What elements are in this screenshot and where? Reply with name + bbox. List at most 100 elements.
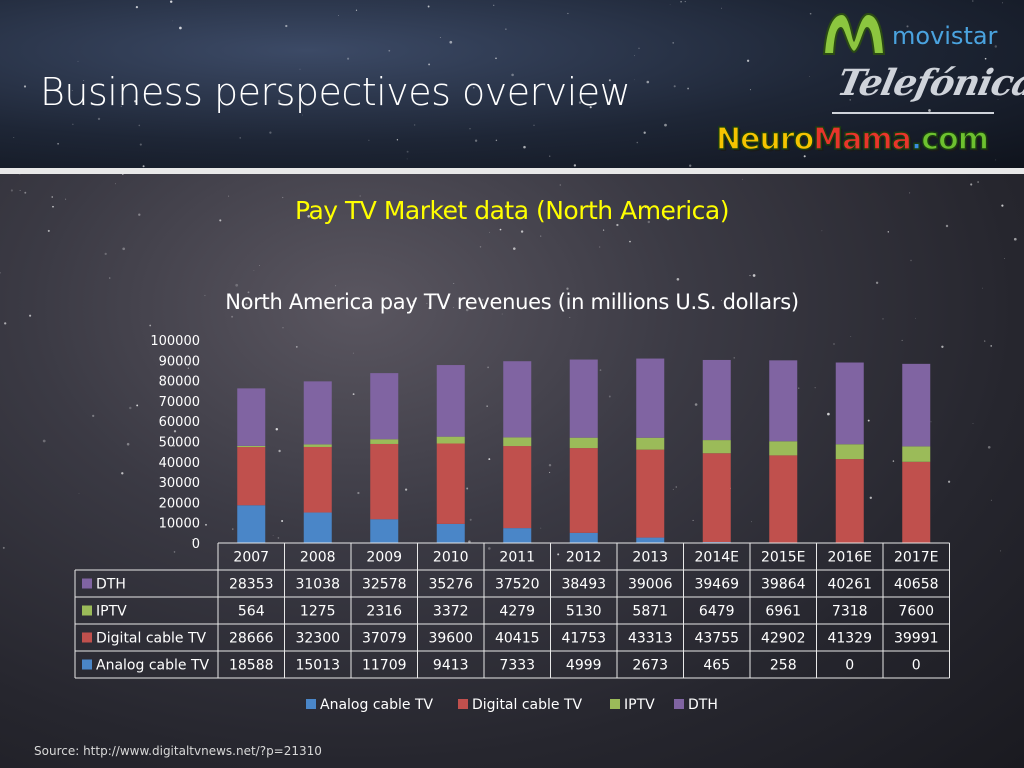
- table-cell-value: 5130: [566, 604, 602, 620]
- table-cell-value: 4279: [499, 604, 535, 620]
- table-row-label: DTH: [96, 577, 126, 593]
- bar-segment: [569, 448, 598, 533]
- x-category-label: 2007: [233, 550, 269, 566]
- table-cell-value: 7600: [898, 604, 934, 620]
- neuromama-letter: a: [891, 121, 913, 158]
- bar-segment: [370, 519, 399, 543]
- bar-segment: [237, 445, 266, 448]
- table-cell-value: 31038: [295, 577, 340, 593]
- table-cell-value: 39864: [761, 577, 806, 593]
- table-legend-key: [82, 632, 92, 643]
- x-category-label: 2015E: [761, 550, 805, 566]
- y-tick-label: 20000: [159, 496, 200, 511]
- neuromama-letter: m: [957, 121, 990, 158]
- bar-segment: [370, 443, 399, 520]
- legend-swatch: [306, 699, 316, 709]
- bar-segment: [835, 362, 864, 445]
- table-legend-key: [82, 578, 92, 589]
- bar-segment: [303, 381, 332, 445]
- table-row-label: Analog cable TV: [96, 658, 209, 674]
- neuromama-letter: c: [921, 121, 940, 158]
- x-category-label: 2016E: [828, 550, 872, 566]
- table-cell-value: 9413: [433, 658, 469, 674]
- legend-label: DTH: [688, 697, 718, 713]
- table-cell-value: 39600: [428, 631, 473, 647]
- bar-segment: [702, 359, 731, 441]
- neuromama-letter: m: [861, 121, 894, 158]
- table-cell-value: 39991: [894, 631, 939, 647]
- table-cell-value: 40261: [827, 577, 872, 593]
- x-category-label: 2011: [499, 550, 535, 566]
- header-divider: [0, 168, 1024, 174]
- legend-swatch: [610, 699, 620, 709]
- y-tick-label: 80000: [159, 375, 200, 390]
- bar-segment: [503, 528, 532, 543]
- bar-segment: [436, 523, 465, 543]
- y-tick-label: 70000: [159, 395, 200, 410]
- header-band: [0, 0, 1024, 168]
- bar-segment: [436, 365, 465, 437]
- bar-segment: [503, 437, 532, 447]
- legend-label: IPTV: [624, 697, 655, 713]
- y-tick-label: 30000: [159, 476, 200, 491]
- y-tick-label: 10000: [159, 517, 200, 532]
- neuromama-letter: .: [910, 121, 923, 158]
- bar-segment: [636, 358, 665, 438]
- table-cell-value: 32300: [295, 631, 340, 647]
- bar-segment: [503, 361, 532, 438]
- table-cell-value: 465: [703, 658, 730, 674]
- table-cell-value: 5871: [632, 604, 668, 620]
- table-cell-value: 42902: [761, 631, 806, 647]
- table-row-label: Digital cable TV: [96, 631, 207, 647]
- table-cell-value: 35276: [428, 577, 473, 593]
- bar-segment: [636, 449, 665, 538]
- table-cell-value: 43313: [628, 631, 673, 647]
- bar-segment: [636, 537, 665, 543]
- bar-segment: [237, 447, 266, 506]
- table-cell-value: 40415: [495, 631, 540, 647]
- table-cell-value: 43755: [694, 631, 739, 647]
- neuromama-letter: o: [793, 121, 815, 158]
- source-note: Source: http://www.digitaltvnews.net/?p=…: [34, 744, 322, 758]
- legend-swatch: [458, 699, 468, 709]
- legend-swatch: [674, 699, 684, 709]
- bar-segment: [636, 437, 665, 450]
- bar-segment: [436, 436, 465, 444]
- neuromama-letter: u: [759, 121, 782, 158]
- x-category-label: 2008: [300, 550, 336, 566]
- bar-segment: [902, 461, 931, 543]
- x-category-label: 2013: [632, 550, 668, 566]
- y-tick-label: 40000: [159, 456, 200, 471]
- legend-label: Analog cable TV: [320, 697, 433, 713]
- movistar-wordmark: movistar: [892, 22, 998, 50]
- x-category-label: 2012: [566, 550, 602, 566]
- slide-subtitle: Pay TV Market data (North America): [295, 196, 729, 225]
- x-category-label: 2010: [433, 550, 469, 566]
- table-legend-key: [82, 605, 92, 616]
- bar-segment: [769, 360, 798, 442]
- neuromama-letter: N: [715, 121, 742, 158]
- x-category-label: 2014E: [695, 550, 739, 566]
- bar-segment: [769, 441, 798, 456]
- table-cell-value: 7333: [499, 658, 535, 674]
- neuromama-letter: r: [779, 121, 795, 158]
- table-cell-value: 11709: [362, 658, 407, 674]
- table-cell-value: 32578: [362, 577, 407, 593]
- bar-segment: [702, 440, 731, 454]
- table-cell-value: 3372: [433, 604, 469, 620]
- table-cell-value: 41753: [561, 631, 606, 647]
- table-row-label: IPTV: [96, 604, 127, 620]
- neuromama-logo: NeuroMama.com: [715, 121, 990, 158]
- table-cell-value: 28666: [229, 631, 274, 647]
- bar-segment: [902, 363, 931, 447]
- bar-segment: [303, 444, 332, 447]
- table-cell-value: 18588: [229, 658, 274, 674]
- table-cell-value: 39006: [628, 577, 673, 593]
- table-cell-value: 28353: [229, 577, 274, 593]
- x-category-label: 2009: [366, 550, 402, 566]
- x-category-label: 2017E: [894, 550, 938, 566]
- telefonica-underline: [832, 112, 994, 114]
- table-cell-value: 15013: [295, 658, 340, 674]
- bar-segment: [237, 388, 266, 446]
